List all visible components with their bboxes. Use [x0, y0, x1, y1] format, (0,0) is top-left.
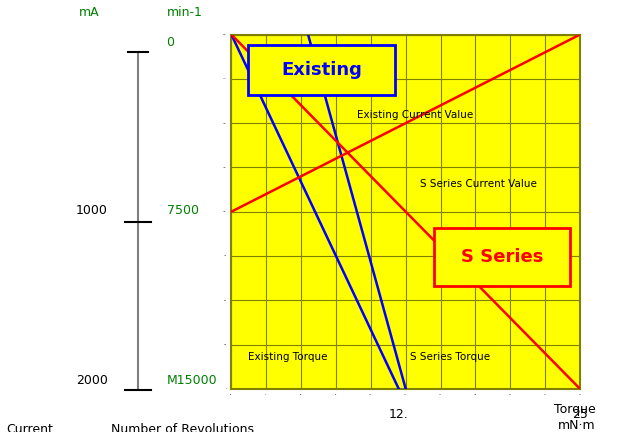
Text: Current: Current: [6, 423, 53, 432]
Text: mN·m: mN·m: [558, 419, 595, 432]
Text: mA: mA: [79, 6, 100, 19]
Text: 2000: 2000: [76, 374, 108, 387]
Text: S Series Current Value: S Series Current Value: [420, 179, 537, 189]
Text: Existing: Existing: [281, 61, 362, 79]
Text: 25: 25: [572, 408, 588, 421]
FancyBboxPatch shape: [248, 45, 394, 95]
Text: Torque: Torque: [553, 403, 595, 416]
Text: M15000: M15000: [167, 374, 217, 387]
Text: 1000: 1000: [76, 203, 108, 216]
Text: 0: 0: [167, 35, 175, 48]
FancyBboxPatch shape: [434, 228, 570, 286]
Text: Number of Revolutions: Number of Revolutions: [111, 423, 254, 432]
Text: S Series: S Series: [461, 248, 543, 266]
Text: min-1: min-1: [167, 6, 202, 19]
Text: S Series Torque: S Series Torque: [410, 353, 490, 362]
Text: Existing Current Value: Existing Current Value: [357, 110, 473, 120]
Text: 7500: 7500: [167, 203, 199, 216]
Text: 12.: 12.: [389, 408, 408, 421]
Text: Existing Torque: Existing Torque: [248, 353, 328, 362]
